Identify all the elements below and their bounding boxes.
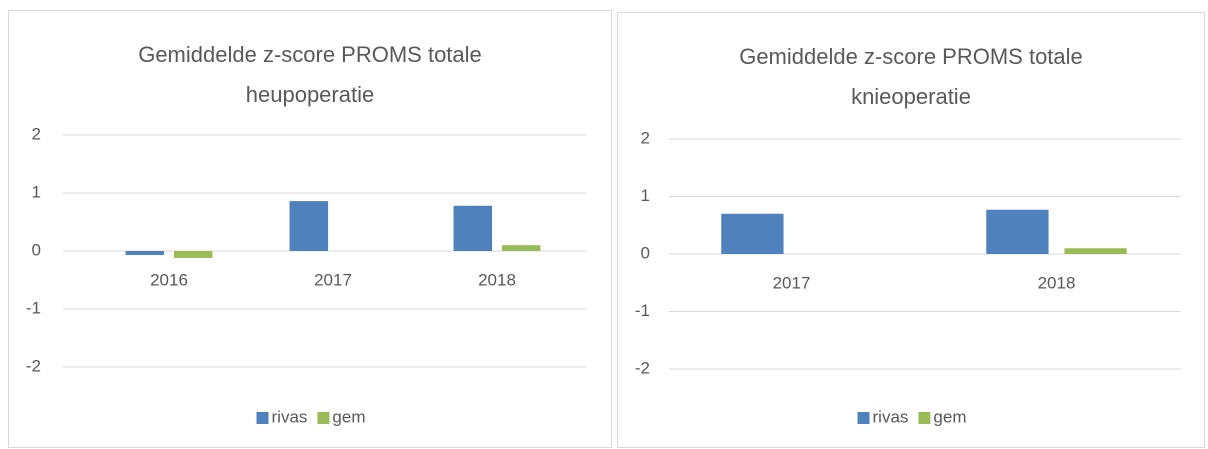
y-tick-label: -1 — [26, 298, 41, 317]
chart-panel: Gemiddelde z-score PROMS totale heupoper… — [8, 10, 612, 448]
legend-label: rivas — [873, 407, 909, 426]
y-tick-label: 2 — [641, 128, 650, 147]
chart-title: Gemiddelde z-score PROMS totale knieoper… — [739, 44, 1083, 109]
bar — [125, 251, 165, 256]
x-tick-label: 2016 — [150, 270, 188, 289]
y-tick-label: 2 — [32, 124, 41, 143]
bar — [721, 213, 784, 254]
bar — [986, 209, 1049, 254]
bar — [453, 205, 493, 251]
legend-label: gem — [332, 407, 365, 426]
chart-title-box: Gemiddelde z-score PROMS totale knieoper… — [618, 37, 1204, 117]
legend-label: rivas — [272, 407, 308, 426]
y-tick-label: 0 — [641, 243, 650, 262]
bar — [501, 245, 541, 251]
legend-swatch — [857, 412, 870, 424]
bar — [173, 251, 213, 258]
chart: -2 -1 0 1 2 2016 2017 2018 rivas gem — [26, 124, 586, 426]
legend-swatch — [317, 412, 330, 424]
bar — [1064, 248, 1127, 254]
chart-title: Gemiddelde z-score PROMS totale heupoper… — [138, 42, 482, 107]
y-tick-label: 0 — [32, 240, 41, 259]
chart-panel: Gemiddelde z-score PROMS totale knieoper… — [617, 12, 1205, 448]
chart: -2 -1 0 1 2 2017 2018 rivas gem — [635, 128, 1181, 426]
x-tick-label: 2018 — [478, 270, 516, 289]
y-tick-label: -2 — [635, 358, 650, 377]
y-tick-label: 1 — [641, 186, 650, 205]
x-tick-label: 2018 — [1038, 273, 1076, 292]
chart-title-box: Gemiddelde z-score PROMS totale heupoper… — [9, 35, 611, 115]
y-tick-label: 1 — [32, 182, 41, 201]
y-tick-label: -1 — [635, 301, 650, 320]
legend-swatch — [256, 412, 269, 424]
bar — [289, 201, 329, 251]
x-tick-label: 2017 — [314, 270, 352, 289]
legend-swatch — [918, 412, 931, 424]
legend-label: gem — [933, 407, 966, 426]
y-tick-label: -2 — [26, 356, 41, 375]
x-tick-label: 2017 — [773, 273, 811, 292]
